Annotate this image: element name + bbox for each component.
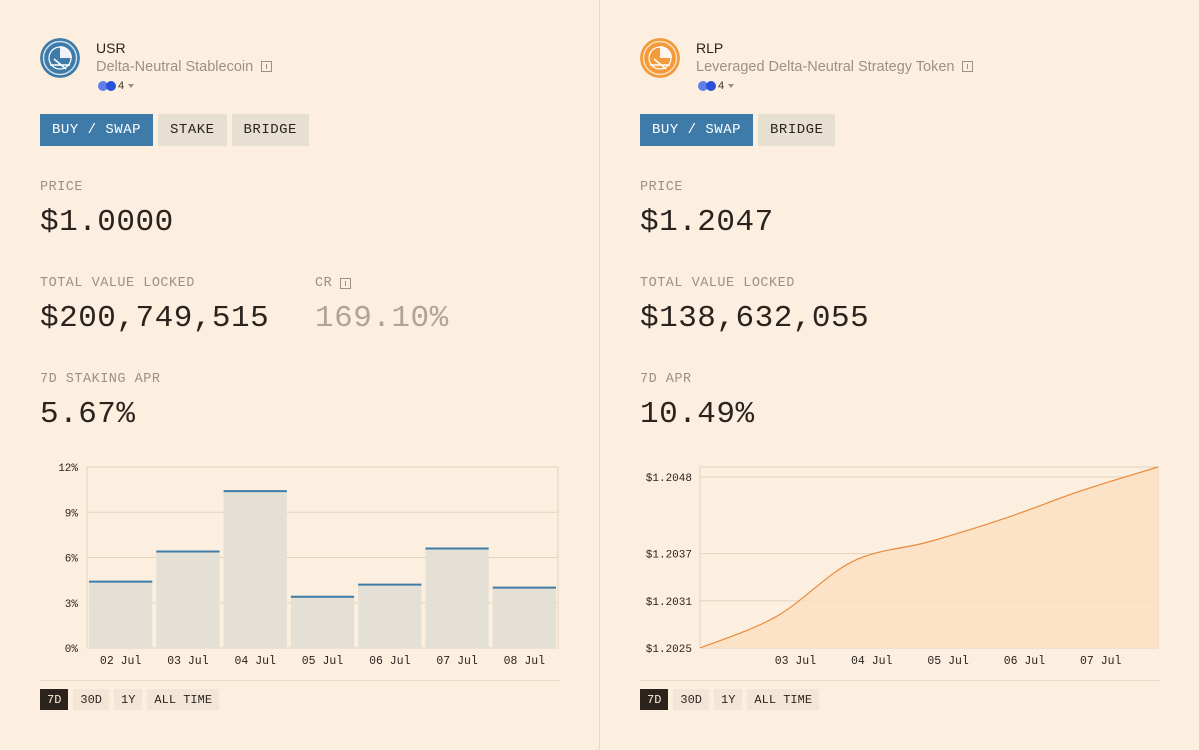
rlp-apr-stat: 7D APR 10.49%	[640, 372, 755, 432]
chevron-down-icon	[728, 84, 735, 88]
rlp-apr-value: 10.49%	[640, 397, 755, 432]
chain-count: 4	[118, 80, 125, 92]
rlp-area-chart: $1.2025 $1.2031 $1.2037 $1.2048 03 Jul 04 Jul…	[646, 466, 1159, 668]
x-tick-label: 06 Jul	[369, 655, 411, 668]
rlp-apr-label: 7D APR	[640, 372, 692, 387]
chart-divider	[40, 680, 560, 681]
y-tick-label: $1.2031	[646, 597, 693, 609]
x-tick-label: 05 Jul	[302, 655, 344, 668]
x-tick-label: 07 Jul	[1080, 655, 1122, 668]
usr-panel: USR Delta-Neutral Stablecoin 4 BUY / SWA…	[0, 0, 599, 750]
usr-tvl-stat: TOTAL VALUE LOCKED $200,749,515	[40, 276, 269, 336]
rlp-range-1y[interactable]: 1Y	[714, 689, 743, 710]
rlp-buy-swap-button[interactable]: BUY / SWAP	[640, 114, 754, 146]
rlp-panel: RLP Leveraged Delta-Neutral Strategy Tok…	[600, 0, 1199, 750]
usr-cr-stat: CR 169.10%	[315, 276, 449, 336]
ethereum-icon	[98, 81, 108, 91]
x-tick-label: 03 Jul	[775, 655, 817, 668]
usr-cr-label: CR	[315, 276, 449, 291]
usr-cr-value: 169.10%	[315, 301, 449, 336]
usr-apr-label: 7D STAKING APR	[40, 372, 161, 387]
y-tick-label: $1.2048	[646, 473, 692, 485]
y-tick-label: $1.2025	[646, 644, 692, 656]
rlp-range-all-time[interactable]: ALL TIME	[747, 689, 820, 710]
bar	[290, 596, 355, 648]
usr-actions: BUY / SWAP STAKE BRIDGE	[40, 114, 309, 146]
y-tick-label: $1.2037	[646, 550, 692, 562]
rlp-actions: BUY / SWAP BRIDGE	[640, 114, 836, 146]
usr-range-30d[interactable]: 30D	[73, 689, 110, 710]
y-tick-label: 12%	[58, 463, 78, 475]
price-line	[699, 466, 1159, 649]
usr-bar-chart: 0% 3% 6% 9% 12% 02 Jul 03 Jul 04 Jul 05 Jul 06 Ju…	[58, 463, 559, 668]
y-tick-label: 9%	[65, 508, 79, 520]
usr-bridge-button[interactable]: BRIDGE	[231, 114, 309, 146]
usr-price-stat: PRICE $1.0000	[40, 180, 174, 240]
info-icon[interactable]	[261, 61, 273, 72]
usr-range-selector: 7D 30D 1Y ALL TIME	[40, 689, 220, 710]
info-icon[interactable]	[962, 61, 974, 72]
usr-buy-swap-button[interactable]: BUY / SWAP	[40, 114, 154, 146]
usr-apr-stat: 7D STAKING APR 5.67%	[40, 372, 160, 432]
chart-divider	[640, 680, 1160, 681]
usr-stake-button[interactable]: STAKE	[158, 114, 227, 146]
rlp-range-30d[interactable]: 30D	[673, 689, 710, 710]
x-tick-label: 07 Jul	[436, 655, 478, 668]
usr-apr-value: 5.67%	[40, 397, 136, 432]
chevron-down-icon	[128, 84, 135, 88]
rlp-bridge-button[interactable]: BRIDGE	[758, 114, 836, 146]
rlp-token-description: Leveraged Delta-Neutral Strategy Token	[696, 59, 974, 75]
usr-token-description: Delta-Neutral Stablecoin	[96, 59, 273, 75]
base-icon	[706, 81, 716, 91]
rlp-price-label: PRICE	[640, 180, 684, 195]
y-tick-label: 6%	[65, 554, 79, 566]
usr-apr-chart: 0% 3% 6% 9% 12% 02 Jul 03 Jul 04 Jul 05 Jul 06 Ju…	[40, 462, 560, 682]
x-tick-label: 03 Jul	[167, 655, 209, 668]
bar	[223, 491, 287, 648]
x-tick-label: 02 Jul	[100, 655, 142, 668]
usr-tvl-value: $200,749,515	[40, 301, 270, 336]
x-tick-label: 06 Jul	[1004, 655, 1046, 668]
y-tick-label: 0%	[65, 644, 79, 656]
rlp-price-chart: $1.2025 $1.2031 $1.2037 $1.2048 03 Jul 04 Jul…	[640, 462, 1160, 682]
bar	[492, 587, 556, 648]
rlp-tvl-label: TOTAL VALUE LOCKED	[640, 276, 795, 291]
usr-logo-icon	[40, 38, 80, 78]
bar	[156, 551, 220, 648]
rlp-tvl-value: $138,632,055	[640, 301, 870, 336]
x-tick-label: 05 Jul	[927, 655, 969, 668]
rlp-range-7d[interactable]: 7D	[640, 689, 669, 710]
base-icon	[106, 81, 116, 91]
x-tick-label: 08 Jul	[504, 655, 546, 668]
usr-price-value: $1.0000	[40, 205, 174, 240]
bar	[358, 584, 422, 648]
y-tick-label: 3%	[65, 599, 79, 611]
usr-chain-selector[interactable]: 4	[98, 80, 135, 92]
usr-range-7d[interactable]: 7D	[40, 689, 69, 710]
rlp-token-name: RLP	[696, 40, 724, 56]
usr-tvl-label: TOTAL VALUE LOCKED	[40, 276, 195, 291]
usr-range-1y[interactable]: 1Y	[114, 689, 143, 710]
usr-range-all-time[interactable]: ALL TIME	[147, 689, 220, 710]
ethereum-icon	[698, 81, 708, 91]
rlp-chain-selector[interactable]: 4	[698, 80, 735, 92]
info-icon[interactable]	[340, 278, 352, 289]
panel-divider	[599, 0, 600, 750]
usr-token-name: USR	[96, 40, 126, 56]
rlp-tvl-stat: TOTAL VALUE LOCKED $138,632,055	[640, 276, 869, 336]
rlp-price-stat: PRICE $1.2047	[640, 180, 774, 240]
area-fill	[700, 467, 1158, 648]
bar	[425, 548, 489, 648]
x-tick-label: 04 Jul	[235, 655, 277, 668]
rlp-logo-icon	[640, 38, 680, 78]
chain-count: 4	[718, 80, 725, 92]
rlp-range-selector: 7D 30D 1Y ALL TIME	[640, 689, 820, 710]
usr-price-label: PRICE	[40, 180, 84, 195]
rlp-price-value: $1.2047	[640, 205, 774, 240]
x-tick-label: 04 Jul	[851, 655, 893, 668]
bar	[89, 581, 153, 648]
